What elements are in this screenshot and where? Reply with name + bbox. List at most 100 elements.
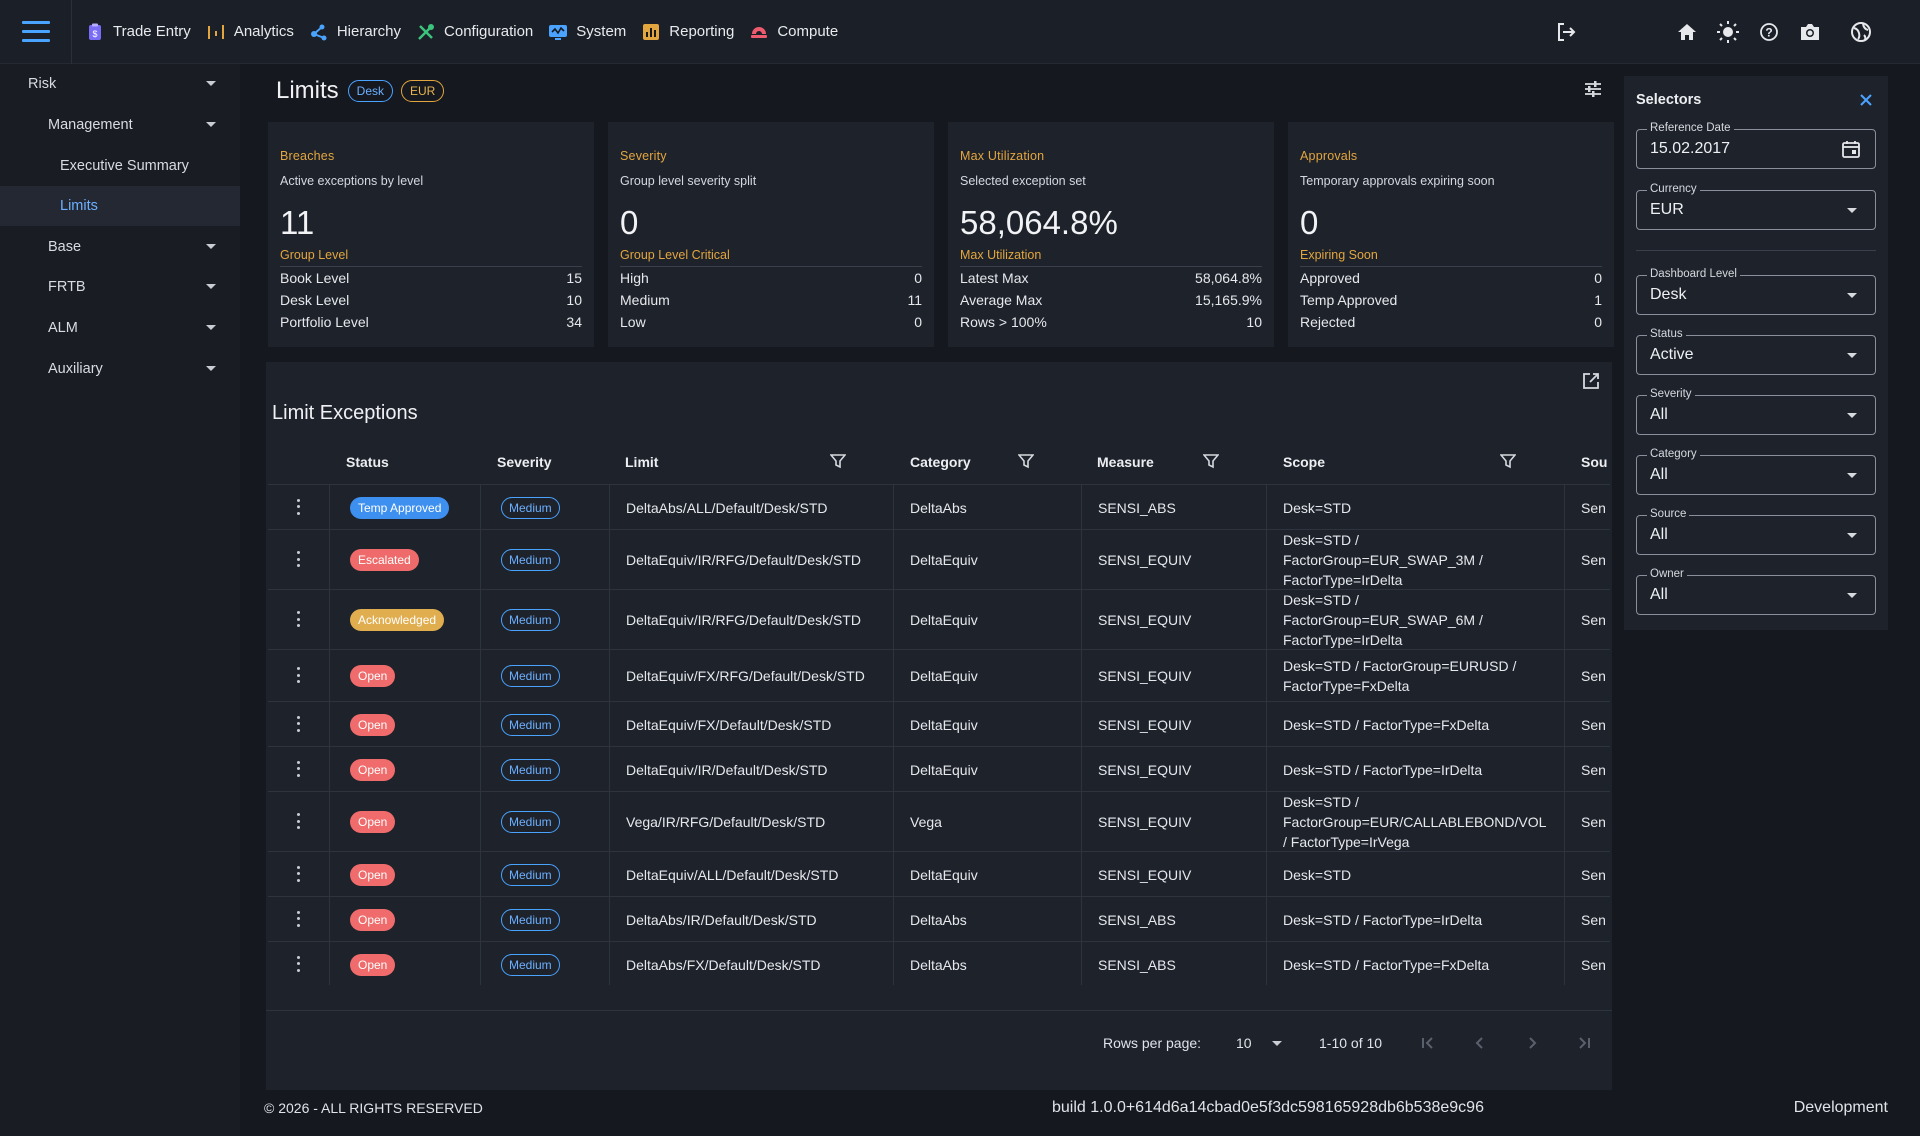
table-row[interactable]: Open Medium DeltaEquiv/FX/Default/Desk/STD… xyxy=(268,701,1610,746)
status-cell: Open xyxy=(350,897,396,942)
column-header-category[interactable]: Category xyxy=(910,454,971,470)
table-row[interactable]: Open Medium DeltaEquiv/FX/RFG/Default/Desk… xyxy=(268,649,1610,701)
camera-icon[interactable] xyxy=(1799,21,1821,43)
more-vert-icon[interactable] xyxy=(296,760,300,777)
sidebar-item-limits[interactable]: Limits xyxy=(0,186,240,226)
more-vert-icon[interactable] xyxy=(296,715,300,732)
rows-per-page-label: Rows per page: xyxy=(1103,1035,1202,1051)
filter-icon[interactable] xyxy=(829,453,847,469)
nav-trade-entry[interactable]: $ Trade Entry xyxy=(78,0,199,64)
severity-badge: Medium xyxy=(501,908,560,931)
caret-down-icon[interactable] xyxy=(1272,1041,1282,1046)
column-header-severity[interactable]: Severity xyxy=(497,454,552,470)
category-cell: DeltaEquiv xyxy=(910,716,978,733)
card-value-label: Group Level Critical xyxy=(620,248,730,262)
menu-icon[interactable] xyxy=(0,0,72,64)
dashboard-level-select[interactable]: Dashboard Level Desk xyxy=(1636,268,1876,315)
scope-line: Desk=STD xyxy=(1283,499,1352,516)
scope-line: Desk=STD / FactorType=IrDelta xyxy=(1283,761,1483,778)
filter-icon[interactable] xyxy=(1499,453,1517,469)
logout-icon[interactable] xyxy=(1555,21,1577,43)
more-vert-icon[interactable] xyxy=(296,910,300,927)
column-header-measure[interactable]: Measure xyxy=(1097,454,1154,470)
source-cell: Sen xyxy=(1581,612,1606,628)
owner-select[interactable]: Owner All xyxy=(1636,568,1876,615)
more-vert-icon[interactable] xyxy=(296,955,300,972)
sidebar-item-management[interactable]: Management xyxy=(0,105,240,145)
column-header-status[interactable]: Status xyxy=(346,454,389,470)
sidebar-item-auxiliary[interactable]: Auxiliary xyxy=(0,349,240,389)
source-select[interactable]: Source All xyxy=(1636,508,1876,555)
currency-select[interactable]: Currency EUR xyxy=(1636,183,1876,230)
help-icon[interactable]: ? xyxy=(1758,21,1780,43)
column-header-source[interactable]: Sou xyxy=(1581,454,1608,470)
sidebar-item-risk[interactable]: Risk xyxy=(0,64,240,104)
table-row[interactable]: Open Medium DeltaAbs/IR/Default/Desk/STD De… xyxy=(268,896,1610,941)
nav-configuration[interactable]: Configuration xyxy=(409,0,541,64)
row-value: 15,165.9% xyxy=(1195,292,1262,308)
next-page-icon[interactable] xyxy=(1520,1031,1544,1055)
open-in-new-icon[interactable] xyxy=(1582,372,1600,390)
system-icon xyxy=(549,23,568,41)
severity-select[interactable]: Severity All xyxy=(1636,388,1876,435)
nav-label: Configuration xyxy=(444,23,534,40)
filter-icon[interactable] xyxy=(1202,453,1220,469)
reference-date-field[interactable]: Reference Date 15.02.2017 xyxy=(1636,122,1876,169)
nav-analytics[interactable]: Analytics xyxy=(199,0,302,64)
nav-compute[interactable]: Compute xyxy=(742,0,846,64)
measure-cell: SENSI_EQUIV xyxy=(1098,716,1192,733)
more-vert-icon[interactable] xyxy=(296,865,300,882)
table-row[interactable]: Open Medium DeltaAbs/FX/Default/Desk/STD De… xyxy=(268,941,1610,985)
globe-icon[interactable] xyxy=(1850,21,1872,43)
status-badge: Open xyxy=(350,953,396,976)
more-vert-icon[interactable] xyxy=(296,498,300,515)
column-header-limit[interactable]: Limit xyxy=(625,454,659,470)
calendar-icon[interactable] xyxy=(1841,139,1861,159)
brightness-icon[interactable] xyxy=(1717,21,1739,43)
scope-line: Desk=STD / xyxy=(1283,532,1359,548)
table-row[interactable]: Open Medium DeltaEquiv/ALL/Default/Desk/ST… xyxy=(268,851,1610,896)
nav-reporting[interactable]: Reporting xyxy=(634,0,742,64)
table-row[interactable]: Open Medium Vega/IR/RFG/Default/Desk/STD Ve… xyxy=(268,791,1610,851)
scope-cell: Desk=STD / FactorGroup=EUR_SWAP_6M / Facto… xyxy=(1283,590,1563,650)
nav-hierarchy[interactable]: Hierarchy xyxy=(302,0,409,64)
column-header-scope[interactable]: Scope xyxy=(1283,454,1326,470)
card-subtitle: Active exceptions by level xyxy=(280,174,424,188)
scope-line: Desk=STD / FactorType=FxDelta xyxy=(1283,716,1490,733)
more-vert-icon[interactable] xyxy=(296,551,300,567)
category-select[interactable]: Category All xyxy=(1636,448,1876,495)
filter-icon[interactable] xyxy=(1017,453,1035,469)
table-row[interactable]: Temp Approved Medium DeltaAbs/ALL/Default/… xyxy=(268,484,1610,529)
last-page-icon[interactable] xyxy=(1572,1031,1596,1055)
divider xyxy=(960,266,1262,267)
table-row[interactable]: Acknowledged Medium DeltaEquiv/IR/RFG/Defa… xyxy=(268,589,1610,649)
close-icon[interactable] xyxy=(1858,92,1874,108)
footer-environment: Development xyxy=(1793,1099,1888,1116)
sidebar-item-base[interactable]: Base xyxy=(0,227,240,267)
severity-badge: Medium xyxy=(501,609,560,631)
nav-system[interactable]: System xyxy=(541,0,634,64)
table-row[interactable]: Open Medium DeltaEquiv/IR/Default/Desk/STD… xyxy=(268,746,1610,791)
scope-line: FactorGroup=EUR_SWAP_3M / xyxy=(1283,552,1483,568)
status-select[interactable]: Status Active xyxy=(1636,328,1876,375)
severity-cell: Medium xyxy=(501,590,560,650)
more-vert-icon[interactable] xyxy=(296,667,300,683)
footer-copyright: © 2026 - ALL RIGHTS RESERVED xyxy=(264,1100,483,1116)
first-page-icon[interactable] xyxy=(1416,1031,1440,1055)
previous-page-icon[interactable] xyxy=(1468,1031,1492,1055)
row-value: 10 xyxy=(1246,314,1262,330)
scope-line: FactorType=FxDelta xyxy=(1283,678,1410,694)
table-row[interactable]: Escalated Medium DeltaEquiv/IR/RFG/Default… xyxy=(268,529,1610,589)
card-row: Portfolio Level 34 xyxy=(280,314,582,336)
scope-line: Desk=STD / FactorGroup=EURUSD / xyxy=(1283,658,1517,674)
home-icon[interactable] xyxy=(1676,21,1698,43)
more-vert-icon[interactable] xyxy=(296,611,300,627)
limit-cell: DeltaAbs/ALL/Default/Desk/STD xyxy=(626,499,828,516)
tune-icon[interactable] xyxy=(1584,80,1606,102)
rows-per-page-select[interactable]: 10 xyxy=(1236,1035,1252,1051)
sidebar-item-executive-summary[interactable]: Executive Summary xyxy=(0,146,240,186)
sidebar-item-frtb[interactable]: FRTB xyxy=(0,267,240,307)
sidebar-item-alm[interactable]: ALM xyxy=(0,308,240,348)
more-vert-icon[interactable] xyxy=(296,813,300,829)
divider xyxy=(1300,266,1602,267)
